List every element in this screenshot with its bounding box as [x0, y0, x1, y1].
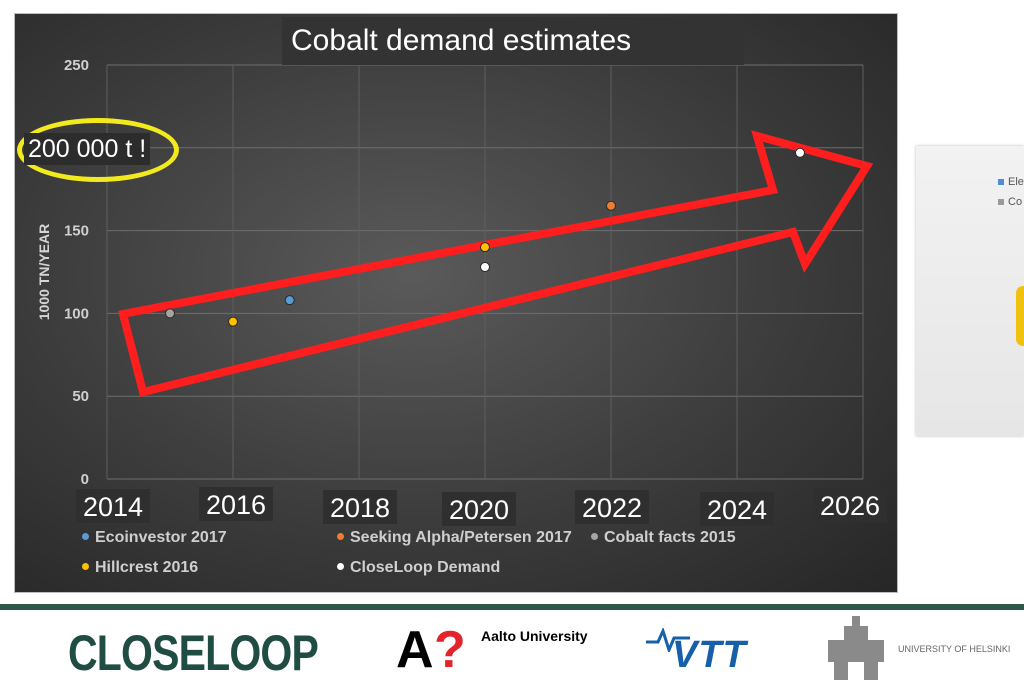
chart-title: Cobalt demand estimates: [282, 17, 744, 65]
x-tick-label: 2018: [323, 490, 398, 524]
callout-ellipse: [17, 118, 179, 182]
callout-label: 200 000 t !: [24, 133, 151, 165]
legend-marker: [82, 533, 89, 541]
y-tick-label: 0: [81, 471, 89, 488]
data-point: [165, 308, 175, 319]
legend-item-ecoinvestor: Ecoinvestor 2017: [82, 529, 227, 547]
side-chart-card: Ele Co: [916, 146, 1024, 436]
side-pie-slice: [1016, 286, 1024, 346]
data-point: [480, 242, 490, 253]
x-tick-label: 2016: [199, 487, 274, 521]
y-tick-label: 250: [64, 57, 89, 74]
legend-label: Seeking Alpha/Petersen 2017: [350, 529, 572, 546]
y-axis-label: 1000 TN/YEAR: [36, 224, 52, 320]
side-legend-item: Co: [998, 196, 1022, 208]
legend-marker: [591, 533, 598, 541]
legend-label: Cobalt facts 2015: [604, 529, 736, 546]
closeloop-logo: CLOSELOOP: [68, 625, 319, 681]
chart-plot: 0501001502002501000 TN/YEAR: [36, 57, 874, 488]
x-tick-label: 2014: [76, 489, 151, 523]
legend-marker: [998, 179, 1004, 185]
legend-label: Ecoinvestor 2017: [95, 529, 227, 546]
legend-marker: [82, 563, 89, 571]
y-tick-label: 100: [64, 305, 89, 322]
legend-item-cobalt-facts: Cobalt facts 2015: [591, 529, 736, 547]
vtt-logo: VTT: [672, 634, 747, 676]
legend-item-hillcrest: Hillcrest 2016: [82, 559, 198, 577]
legend-item-closeloop: CloseLoop Demand: [337, 559, 500, 577]
vtt-pulse-icon: [646, 628, 690, 652]
aalto-university-label: Aalto University: [481, 628, 588, 644]
aalto-logo-a: A: [396, 621, 434, 679]
legend-item-seeking-alpha: Seeking Alpha/Petersen 2017: [337, 529, 572, 547]
legend-marker: [337, 563, 344, 571]
data-point: [795, 147, 805, 158]
y-tick-label: 50: [72, 388, 89, 405]
x-tick-label: 2024: [700, 492, 775, 526]
side-legend-label: Co: [1008, 196, 1023, 208]
data-point: [480, 262, 490, 273]
legend-label: CloseLoop Demand: [350, 559, 501, 576]
legend-marker: [337, 533, 344, 541]
trend-arrow: [118, 130, 874, 397]
side-legend-item: Ele: [998, 176, 1024, 188]
helsinki-label: UNIVERSITY OF HELSINKI: [898, 644, 1011, 654]
legend-marker: [998, 199, 1004, 205]
helsinki-cathedral-icon: [828, 616, 884, 680]
legend-label: Hillcrest 2016: [95, 559, 199, 576]
x-tick-label: 2022: [575, 490, 650, 524]
x-tick-label: 2020: [442, 492, 517, 526]
footer-divider: [0, 604, 1024, 610]
data-point: [228, 316, 238, 327]
data-point: [606, 200, 616, 211]
x-tick-label: 2026: [813, 488, 888, 522]
y-tick-label: 150: [64, 223, 89, 240]
side-legend-label: Ele: [1008, 176, 1024, 188]
data-point: [284, 295, 295, 306]
aalto-logo-question: ?: [434, 621, 466, 679]
